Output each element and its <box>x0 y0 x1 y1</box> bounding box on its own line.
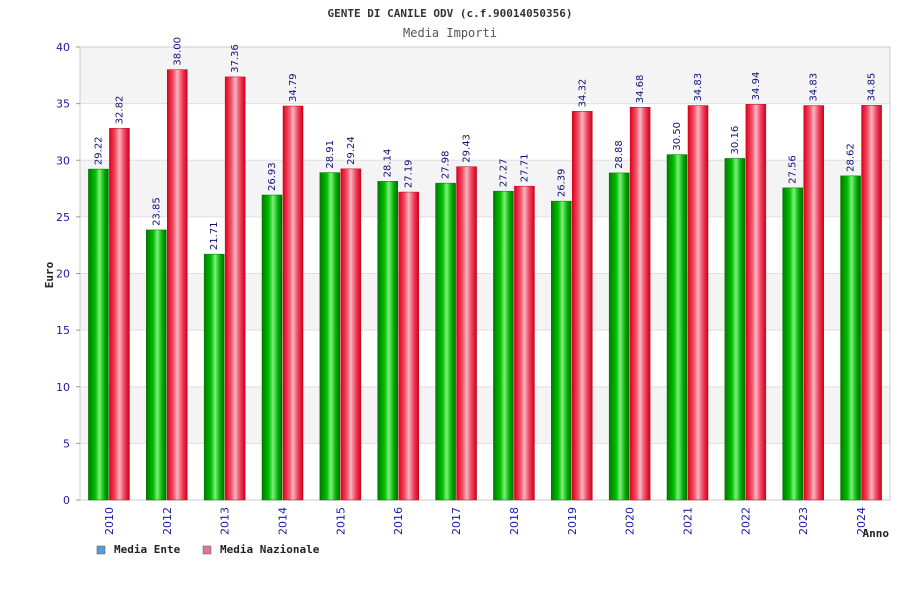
chart-title: GENTE DI CANILE ODV (c.f.90014050356) <box>327 7 572 20</box>
x-tick-label: 2017 <box>450 507 463 535</box>
bar-media-nazionale <box>861 105 882 501</box>
y-tick-label: 25 <box>56 211 70 224</box>
grid-band <box>80 160 890 217</box>
bar-media-nazionale <box>572 111 593 501</box>
x-tick-label: 2020 <box>624 507 637 535</box>
legend-swatch-media-nazionale <box>202 545 212 555</box>
bar-media-ente <box>724 158 746 501</box>
bar-media-nazionale <box>398 191 419 501</box>
legend: Media Ente Media Nazionale <box>96 543 320 556</box>
grid-band <box>80 103 890 161</box>
data-label: 26.93 <box>267 162 278 191</box>
bar-media-ente <box>840 175 861 501</box>
data-label: 27.27 <box>498 159 509 188</box>
bar-media-ente <box>493 190 514 501</box>
data-label: 38.00 <box>172 37 183 66</box>
data-label: 37.36 <box>230 44 241 73</box>
bar-media-nazionale <box>803 105 824 501</box>
data-label: 27.98 <box>441 150 452 179</box>
data-label: 26.39 <box>556 168 567 197</box>
bar-media-ente <box>782 187 803 501</box>
data-label: 32.82 <box>114 96 125 125</box>
data-label: 34.83 <box>693 73 704 102</box>
x-axis-label: Anno <box>863 527 890 540</box>
legend-label-media-nazionale: Media Nazionale <box>220 543 320 556</box>
bar-media-nazionale <box>340 168 362 501</box>
bar-media-ente <box>551 200 572 501</box>
x-tick-label: 2010 <box>103 507 116 535</box>
bar-media-nazionale <box>514 185 535 501</box>
data-label: 34.94 <box>751 72 762 101</box>
x-tick-label: 2018 <box>508 507 521 535</box>
bar-media-nazionale <box>629 106 651 501</box>
data-label: 30.16 <box>730 126 741 155</box>
bar-media-ente <box>435 182 456 501</box>
bar-media-ente <box>319 172 341 501</box>
data-label: 28.91 <box>325 140 336 169</box>
x-tick-label: 2015 <box>334 507 347 535</box>
grid-band <box>80 216 890 274</box>
plot-area: 0 5 10 15 20 25 30 35 40 29.22 32.82 2010 23.85 38.00… <box>56 37 891 535</box>
bar-media-nazionale <box>224 76 246 501</box>
legend-swatch-media-ente <box>96 545 106 555</box>
legend-label-media-ente: Media Ente <box>114 543 181 556</box>
x-tick-label: 2013 <box>219 507 232 535</box>
bar-media-nazionale <box>687 105 709 501</box>
y-tick-label: 10 <box>56 381 70 394</box>
x-tick-label: 2019 <box>566 507 579 535</box>
bar-media-ente <box>88 168 109 501</box>
data-label: 34.79 <box>288 73 299 102</box>
data-label: 27.71 <box>519 154 530 183</box>
y-axis-label: Euro <box>43 261 56 288</box>
y-tick-label: 40 <box>56 41 70 54</box>
y-tick-label: 5 <box>63 437 70 450</box>
data-label: 34.83 <box>809 73 820 102</box>
data-label: 34.85 <box>867 73 878 102</box>
x-tick-label: 2023 <box>797 507 810 535</box>
x-tick-label: 2021 <box>682 507 695 535</box>
bar-media-ente <box>146 229 167 501</box>
data-label: 29.22 <box>93 136 104 165</box>
x-tick-label: 2014 <box>277 507 290 535</box>
bar-media-ente <box>203 253 225 501</box>
x-tick-label: 2024 <box>855 507 868 535</box>
y-tick-label: 20 <box>56 268 70 281</box>
data-label: 29.24 <box>346 136 357 165</box>
bar-media-nazionale <box>456 166 477 501</box>
data-label: 28.62 <box>846 143 857 172</box>
grid-band <box>80 330 890 387</box>
bar-media-nazionale <box>167 69 188 501</box>
grid-band <box>80 443 890 500</box>
y-tick-label: 35 <box>56 98 70 111</box>
grid-band <box>80 273 890 331</box>
bar-media-ente <box>377 181 398 501</box>
data-label: 34.32 <box>577 79 588 108</box>
bar-media-nazionale <box>109 128 130 501</box>
data-label: 29.43 <box>462 134 473 163</box>
data-label: 27.19 <box>404 159 415 188</box>
x-tick-label: 2016 <box>392 507 405 535</box>
bar-media-nazionale <box>745 104 767 501</box>
data-label: 27.56 <box>788 155 799 184</box>
data-label: 23.85 <box>151 197 162 226</box>
bar-media-ente <box>666 154 688 501</box>
x-tick-label: 2012 <box>161 507 174 535</box>
data-label: 28.14 <box>383 149 394 178</box>
data-label: 28.88 <box>614 140 625 169</box>
x-tick-label: 2022 <box>739 507 752 535</box>
y-tick-label: 0 <box>63 494 70 507</box>
bar-media-nazionale <box>282 105 304 501</box>
data-label: 34.68 <box>635 75 646 104</box>
grid-band <box>80 47 890 104</box>
chart-subtitle: Media Importi <box>403 26 497 40</box>
grid-band <box>80 386 890 444</box>
y-tick-label: 30 <box>56 154 70 167</box>
bar-media-ente <box>608 172 630 501</box>
y-tick-label: 15 <box>56 324 70 337</box>
data-label: 30.50 <box>672 122 683 151</box>
bar-media-ente <box>261 194 283 501</box>
data-label: 21.71 <box>209 221 220 250</box>
